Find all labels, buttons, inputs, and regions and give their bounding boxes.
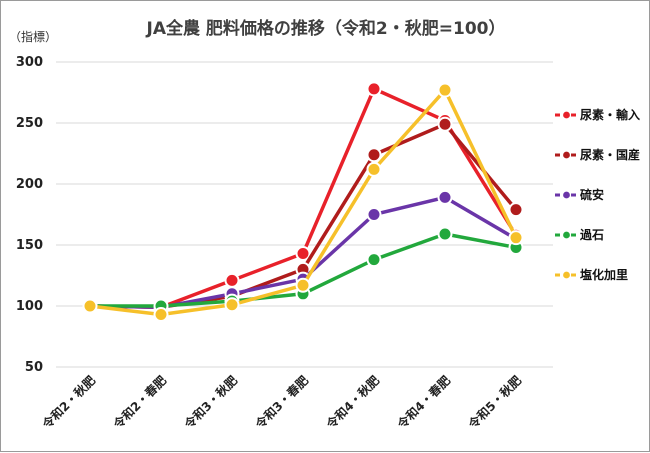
legend-label: 硫安: [580, 187, 604, 202]
y-axis-ticks: 50 100 150 200 250 300: [16, 55, 43, 375]
y-tick-label: 100: [16, 299, 43, 314]
y-tick-label: 150: [16, 238, 43, 253]
x-tick-label: 令和4・秋肥: [322, 373, 382, 433]
series-4: [82, 82, 524, 323]
data-point: [366, 161, 382, 177]
y-tick-label: 200: [16, 177, 43, 192]
data-point: [224, 272, 240, 288]
legend-item: 塩化加里: [555, 267, 628, 282]
data-point: [366, 81, 382, 97]
legend-label: 尿素・輸入: [580, 107, 640, 122]
data-point: [437, 116, 453, 132]
legend-marker: [561, 270, 572, 280]
y-tick-label: 250: [16, 116, 43, 131]
data-point: [437, 189, 453, 205]
series-lines: [82, 81, 524, 323]
legend-label: 尿素・国産: [580, 147, 640, 162]
x-tick-label: 令和2・秋肥: [38, 373, 98, 433]
x-tick-label: 令和3・秋肥: [180, 373, 240, 433]
legend-label: 塩化加里: [580, 267, 628, 282]
data-point: [295, 277, 311, 293]
x-tick-label: 令和3・春肥: [251, 373, 311, 433]
x-tick-label: 令和4・春肥: [393, 373, 453, 433]
data-point: [508, 230, 524, 246]
legend-marker: [561, 150, 572, 160]
data-point: [224, 297, 240, 313]
data-point: [366, 147, 382, 163]
legend-marker: [561, 190, 572, 200]
x-tick-label: 令和5・秋肥: [464, 373, 524, 433]
legend-item: 硫安: [555, 187, 604, 202]
legend-marker: [561, 110, 572, 120]
legend-item: 尿素・国産: [555, 147, 640, 162]
legend-label: 過石: [579, 227, 604, 242]
data-point: [437, 226, 453, 242]
gridlines: [56, 61, 553, 368]
data-point: [366, 207, 382, 222]
data-point: [295, 246, 311, 262]
x-tick-label: 令和2・春肥: [109, 373, 169, 433]
y-tick-label: 50: [25, 360, 43, 375]
legend-marker: [561, 230, 572, 240]
legend-item: 過石: [555, 227, 604, 242]
chart-title: JA全農 肥料価格の推移（令和2・秋肥=100）: [146, 18, 506, 39]
data-point: [82, 298, 98, 314]
x-axis-ticks: 令和2・秋肥 令和2・春肥 令和3・秋肥 令和3・春肥 令和4・秋肥 令和4・春肥 令和5・…: [38, 373, 524, 433]
y-axis-unit-label: （指標）: [9, 29, 57, 44]
data-point: [366, 252, 382, 268]
data-point: [437, 82, 453, 98]
y-tick-label: 300: [16, 55, 43, 70]
data-point: [153, 307, 169, 323]
legend-item: 尿素・輸入: [555, 107, 640, 122]
data-point: [508, 202, 524, 218]
